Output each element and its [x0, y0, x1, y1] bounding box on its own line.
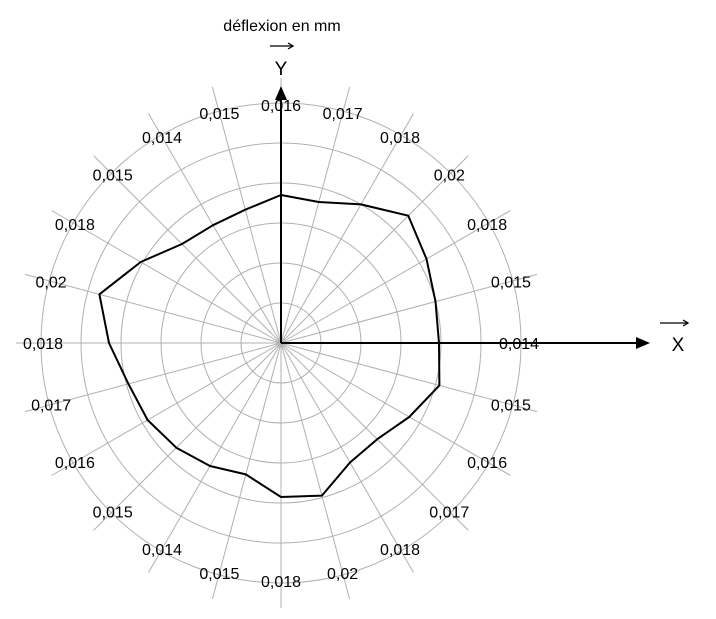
radial-value-label: 0,015: [491, 398, 531, 415]
grid-spoke: [280, 273, 538, 344]
grid-spoke: [280, 342, 511, 476]
grid-spoke: [280, 342, 538, 413]
x-vector-bar-tip: [682, 319, 690, 327]
radial-value-label: 0,02: [36, 274, 67, 291]
deflection-curve: [98, 194, 441, 498]
polar-grid: [16, 78, 546, 608]
grid-spoke: [93, 342, 282, 531]
radial-value-labels: 0,014 0,015 0,018 0,02 0,018 0,017 0,016 0,015 0…: [23, 98, 539, 591]
grid-spoke: [148, 342, 282, 573]
x-axis-label: X: [672, 335, 685, 356]
grid-spoke: [51, 210, 282, 344]
radial-value-label: 0,018: [55, 217, 95, 234]
grid-spoke: [280, 113, 414, 344]
radial-value-label: 0,015: [491, 274, 531, 291]
radial-value-label: 0,014: [499, 336, 539, 353]
grid-spoke: [148, 113, 282, 344]
grid-spoke: [24, 273, 282, 344]
grid-spoke: [280, 342, 469, 531]
grid-spoke: [211, 86, 282, 344]
axes: [275, 86, 650, 349]
grid-spoke: [280, 210, 511, 344]
radial-value-label: 0,014: [142, 542, 182, 559]
radial-value-label: 0,015: [93, 168, 133, 185]
radial-value-label: 0,018: [380, 542, 420, 559]
grid-spoke: [24, 342, 282, 413]
radial-value-label: 0,016: [55, 455, 95, 472]
radial-value-label: 0,02: [434, 168, 465, 185]
grid-spoke: [211, 342, 282, 600]
grid-spoke: [280, 342, 414, 573]
radial-value-label: 0,018: [23, 336, 63, 353]
radial-value-label: 0,017: [429, 504, 469, 521]
x-axis-arrowhead: [636, 337, 650, 349]
radial-value-label: 0,017: [31, 398, 71, 415]
y-vector-bar-tip: [287, 42, 295, 50]
radial-value-label: 0,02: [327, 566, 358, 583]
grid-spoke: [280, 86, 351, 344]
radial-value-label: 0,018: [380, 130, 420, 147]
grid-spoke: [280, 342, 351, 600]
radial-value-label: 0,017: [323, 106, 363, 123]
radial-value-label: 0,015: [199, 106, 239, 123]
grid-spoke: [51, 342, 282, 476]
radial-value-label: 0,015: [199, 566, 239, 583]
y-axis-arrowhead: [275, 86, 287, 100]
radial-value-label: 0,016: [261, 98, 301, 115]
radial-value-label: 0,016: [467, 455, 507, 472]
radial-value-label: 0,018: [261, 574, 301, 591]
chart-title: déflexion en mm: [223, 18, 340, 35]
radial-value-label: 0,014: [142, 130, 182, 147]
radial-value-label: 0,015: [93, 504, 133, 521]
y-axis-label: Y: [275, 59, 288, 80]
grid-spoke: [280, 155, 469, 344]
radial-value-label: 0,018: [467, 217, 507, 234]
grid-spoke: [93, 155, 282, 344]
